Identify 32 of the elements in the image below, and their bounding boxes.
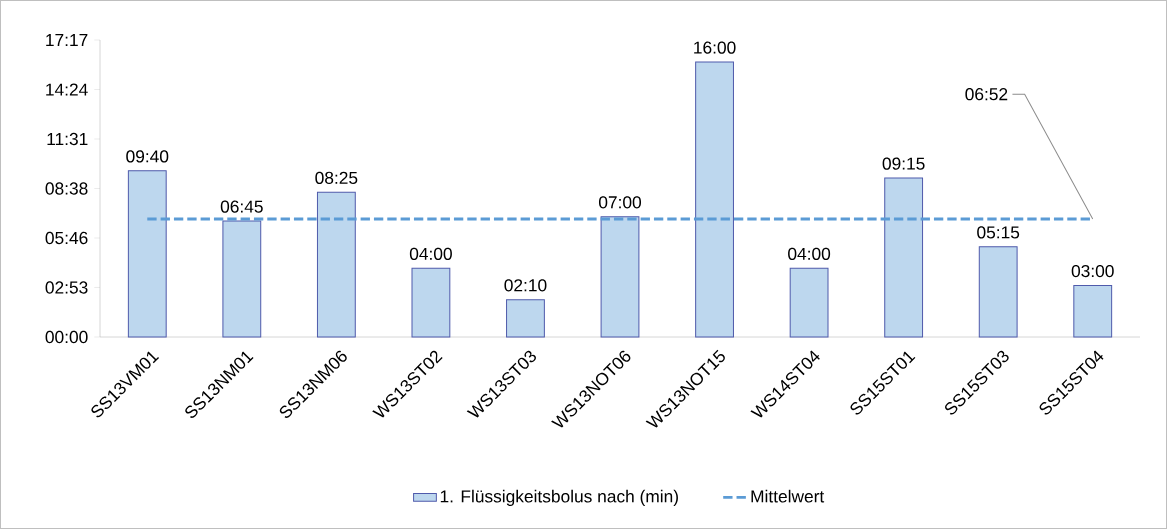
y-tick-label: 17:17 <box>46 34 88 46</box>
bar <box>127 170 167 338</box>
data-label: 04:00 <box>409 247 452 260</box>
legend-label: 1. Flüssigkeitsbolus nach (min) <box>440 489 678 506</box>
data-label: 09:40 <box>126 150 169 163</box>
y-tick-label: 05:46 <box>45 231 88 245</box>
bar <box>695 61 734 338</box>
data-label: 16:00 <box>694 41 736 54</box>
data-label: 03:00 <box>1071 264 1114 278</box>
bar <box>506 299 545 338</box>
y-tick-label: 08:38 <box>45 182 88 195</box>
data-label: 06:52 <box>965 88 1008 101</box>
legend-label: Mittelwert <box>751 489 825 503</box>
bar <box>600 216 640 338</box>
data-label: 06:45 <box>220 200 263 213</box>
y-tick-label: 14:24 <box>46 83 88 96</box>
bar <box>222 220 262 338</box>
bar <box>316 191 356 338</box>
data-label: 05:15 <box>977 226 1020 239</box>
data-label: 04:00 <box>788 247 831 260</box>
bar <box>1073 284 1113 338</box>
y-tick-label: 11:31 <box>47 132 88 146</box>
data-label: 08:25 <box>315 171 358 185</box>
data-label: 02:10 <box>504 279 547 292</box>
data-label: 09:15 <box>882 157 925 170</box>
y-tick-label: 00:00 <box>45 330 88 344</box>
bar <box>978 246 1018 338</box>
data-label: 07:00 <box>598 196 642 209</box>
bar <box>411 267 451 338</box>
bar <box>884 177 924 338</box>
bar <box>789 267 829 338</box>
y-tick-label: 02:53 <box>45 281 88 294</box>
